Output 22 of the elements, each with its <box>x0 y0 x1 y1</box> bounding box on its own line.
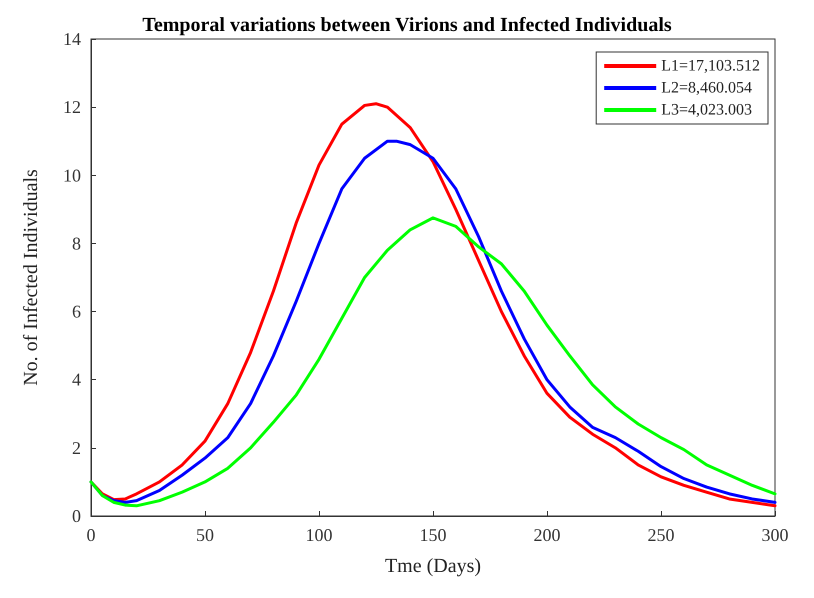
y-tick-label: 14 <box>63 29 81 49</box>
legend-label: L2=8,460.054 <box>661 80 752 96</box>
x-tick-label: 250 <box>648 525 674 545</box>
x-tick-label: 200 <box>534 525 560 545</box>
y-tick-label: 0 <box>72 506 81 526</box>
y-tick-label: 2 <box>72 438 81 458</box>
chart-title: Temporal variations between Virions and Infected Individuals <box>142 14 672 36</box>
y-tick-label: 6 <box>72 302 81 322</box>
legend-label: L3=4,023.003 <box>661 102 752 118</box>
x-tick-label: 100 <box>306 525 332 545</box>
x-tick-label: 0 <box>86 525 96 545</box>
x-tick-label: 50 <box>196 525 214 545</box>
y-tick-label: 8 <box>72 233 81 254</box>
y-tick-label: 10 <box>63 165 81 186</box>
legend-label: L1=17,103.512 <box>661 58 760 74</box>
y-axis-title: No. of Infected Individuals <box>20 168 42 386</box>
x-tick-label: 300 <box>762 525 788 545</box>
x-axis-title: Tme (Days) <box>384 555 482 577</box>
x-tick-label: 150 <box>420 525 446 545</box>
y-tick-label: 4 <box>72 370 81 390</box>
line-series <box>90 216 776 508</box>
y-tick-label: 12 <box>63 97 81 118</box>
